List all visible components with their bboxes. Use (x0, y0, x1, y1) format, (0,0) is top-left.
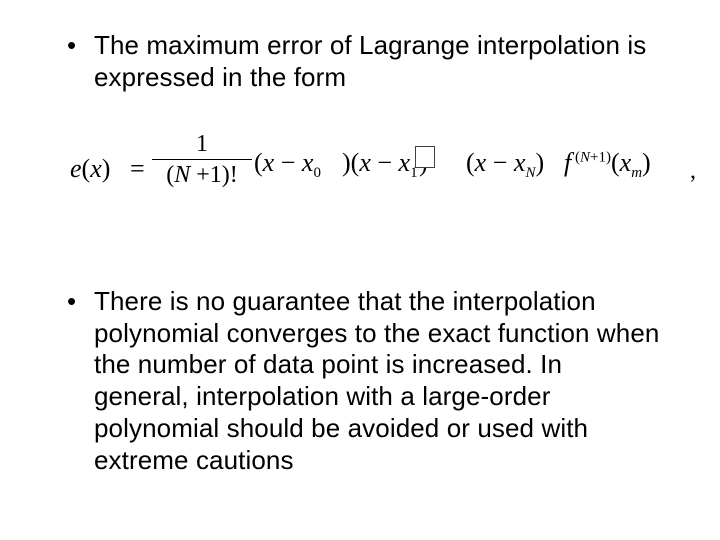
bullet-2-text: There is no guarantee that the interpola… (94, 286, 659, 475)
sub-m: m (631, 165, 642, 181)
var-x-2: x (359, 148, 371, 177)
var-x-1: x (263, 148, 275, 177)
fraction-numerator: 1 (152, 132, 252, 158)
factor-x-xN: (x − xN) (466, 148, 544, 182)
lhs-e-of-x: e(x) (70, 154, 110, 184)
plus-one-den: +1 (196, 162, 222, 188)
minus-1: − (281, 148, 296, 177)
sup-N: N (580, 149, 590, 165)
sub-N: N (525, 165, 535, 181)
var-e: e (70, 154, 82, 183)
fraction: 1 (N +1)! (152, 132, 252, 187)
var-x-lhs: x (90, 154, 102, 183)
factor-x-x0: (x − x0 (254, 148, 321, 182)
sub-0: 0 (313, 165, 321, 181)
sup-plus1: +1 (590, 149, 606, 165)
equals-sign: = (130, 154, 145, 184)
bullet-1-text: The maximum error of Lagrange interpolat… (94, 30, 646, 92)
error-formula: e(x) = 1 (N +1)! (x − x0 )(x − x1 ) (x −… (62, 118, 692, 228)
fraction-line (152, 159, 252, 160)
trailing-comma: , (690, 158, 696, 185)
var-N-den: N (174, 162, 190, 188)
var-x-2b: x (399, 148, 411, 177)
minus-3: − (493, 148, 508, 177)
factorial: ! (230, 162, 238, 188)
var-x-m: x (620, 148, 632, 177)
factor-x-x1: )(x − x1 (342, 148, 418, 182)
minus-2: − (377, 148, 392, 177)
bullet-2: There is no guarantee that the interpola… (66, 286, 664, 476)
var-x-3: x (475, 148, 487, 177)
derivative-term: f (N+1)(xm) (564, 148, 651, 182)
missing-glyph-box (415, 146, 435, 168)
fraction-denominator: (N +1)! (152, 163, 252, 187)
var-x-3b: x (514, 148, 526, 177)
bullet-1: The maximum error of Lagrange interpolat… (66, 30, 654, 93)
slide: The maximum error of Lagrange interpolat… (0, 0, 720, 540)
var-x-1b: x (302, 148, 314, 177)
